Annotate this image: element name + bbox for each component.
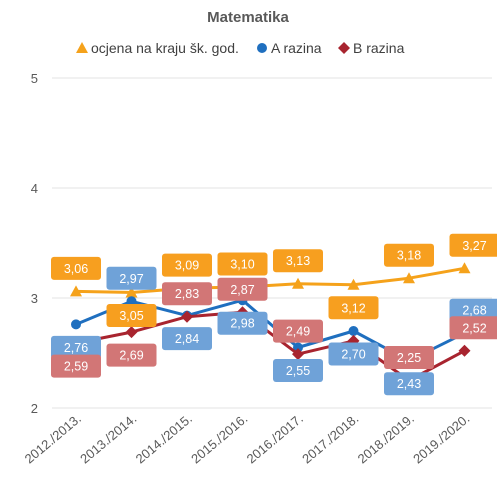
- data-label: 2,25: [397, 351, 421, 365]
- data-point: [403, 272, 415, 284]
- data-label: 2,76: [64, 341, 88, 355]
- data-label-box: [51, 354, 101, 378]
- data-point: [292, 348, 304, 361]
- x-tick-label: 2017./2018.: [299, 411, 361, 467]
- data-label: 2,49: [286, 325, 310, 339]
- legend-marker: [257, 43, 267, 53]
- data-label: 2,68: [462, 304, 486, 318]
- data-label-box: [217, 277, 268, 301]
- data-label-box: [449, 298, 497, 322]
- data-point: [348, 326, 359, 336]
- y-axis-ticks: 2 3 4 5: [31, 71, 38, 416]
- data-label-box: [162, 253, 212, 277]
- data-point: [181, 310, 193, 323]
- data-label: 2,43: [397, 377, 421, 391]
- data-label: 2,59: [64, 360, 88, 374]
- data-label-box: [328, 296, 379, 320]
- data-label: 3,18: [397, 249, 421, 263]
- x-tick-label: 2019./2020.: [410, 411, 472, 467]
- data-label: 2,98: [230, 317, 254, 331]
- legend: ocjena na kraju šk. god. A razina B razina: [76, 40, 405, 56]
- y-tick-label: 4: [31, 181, 38, 196]
- data-label-box: [273, 249, 323, 273]
- data-label-box: [106, 343, 157, 367]
- data-label: 2,87: [230, 283, 254, 297]
- legend-marker: [76, 42, 88, 53]
- data-label: 2,55: [286, 364, 310, 378]
- data-label-box: [449, 316, 497, 340]
- data-label-box: [162, 282, 212, 306]
- data-label-box: [106, 304, 157, 327]
- data-label-box: [106, 266, 157, 290]
- data-label: 3,12: [341, 301, 365, 315]
- data-label: 3,09: [175, 259, 199, 273]
- data-label-box: [328, 342, 379, 366]
- data-point: [126, 296, 137, 307]
- x-axis-ticks: 2012./2013.2013./2014.2014./2015.2015./2…: [22, 411, 473, 467]
- x-tick-label: 2014./2015.: [133, 411, 195, 467]
- data-label-box: [384, 243, 434, 267]
- y-tick-label: 3: [31, 291, 38, 306]
- data-label: 3,13: [286, 254, 310, 268]
- data-point: [347, 278, 360, 290]
- legend-entry: ocjena na kraju šk. god.: [91, 40, 239, 56]
- data-label: 3,05: [119, 309, 143, 323]
- chart-title: Matematika: [207, 9, 289, 26]
- data-label: 2,70: [341, 348, 365, 362]
- data-label: 3,27: [462, 239, 486, 253]
- data-label: 2,97: [119, 272, 143, 286]
- data-label: 2,52: [462, 321, 486, 335]
- y-tick-label: 2: [31, 401, 38, 416]
- data-label: 3,10: [230, 258, 254, 272]
- data-point: [125, 286, 138, 298]
- data-point: [293, 342, 303, 353]
- data-label-box: [449, 233, 497, 257]
- data-label-box: [384, 346, 434, 369]
- data-label-box: [217, 311, 268, 335]
- gridlines: [52, 77, 492, 409]
- legend-marker: [338, 42, 350, 54]
- data-labels: 3,06 3,05 3,09 3,10 3,13 3,12 3,18 3,27 2,76 2,97…: [51, 233, 497, 396]
- data-point: [125, 326, 138, 339]
- data-point: [292, 277, 304, 289]
- y-tick-label: 5: [31, 71, 38, 86]
- data-point: [70, 285, 82, 297]
- data-point: [458, 344, 471, 357]
- series-line: [75, 266, 465, 294]
- data-label-box: [51, 256, 101, 280]
- x-tick-label: 2012./2013.: [22, 411, 84, 467]
- legend-entry: B razina: [353, 40, 405, 56]
- legend-entry: A razina: [271, 40, 322, 56]
- data-label-box: [51, 335, 101, 359]
- data-label: 3,06: [64, 262, 88, 276]
- data-label-box: [162, 327, 212, 351]
- data-label: 2,84: [175, 332, 199, 346]
- x-tick-label: 2018./2019.: [355, 411, 417, 467]
- data-label: 2,83: [175, 287, 199, 301]
- x-tick-label: 2013./2014.: [77, 411, 139, 467]
- data-label-box: [273, 359, 323, 382]
- data-label-box: [217, 252, 268, 276]
- data-point: [71, 319, 81, 330]
- x-tick-label: 2016./2017.: [244, 411, 306, 467]
- data-point: [458, 262, 471, 274]
- data-label: 2,69: [119, 349, 143, 363]
- x-tick-label: 2015./2016.: [188, 411, 250, 467]
- data-label-box: [273, 319, 323, 343]
- data-label-box: [384, 372, 434, 396]
